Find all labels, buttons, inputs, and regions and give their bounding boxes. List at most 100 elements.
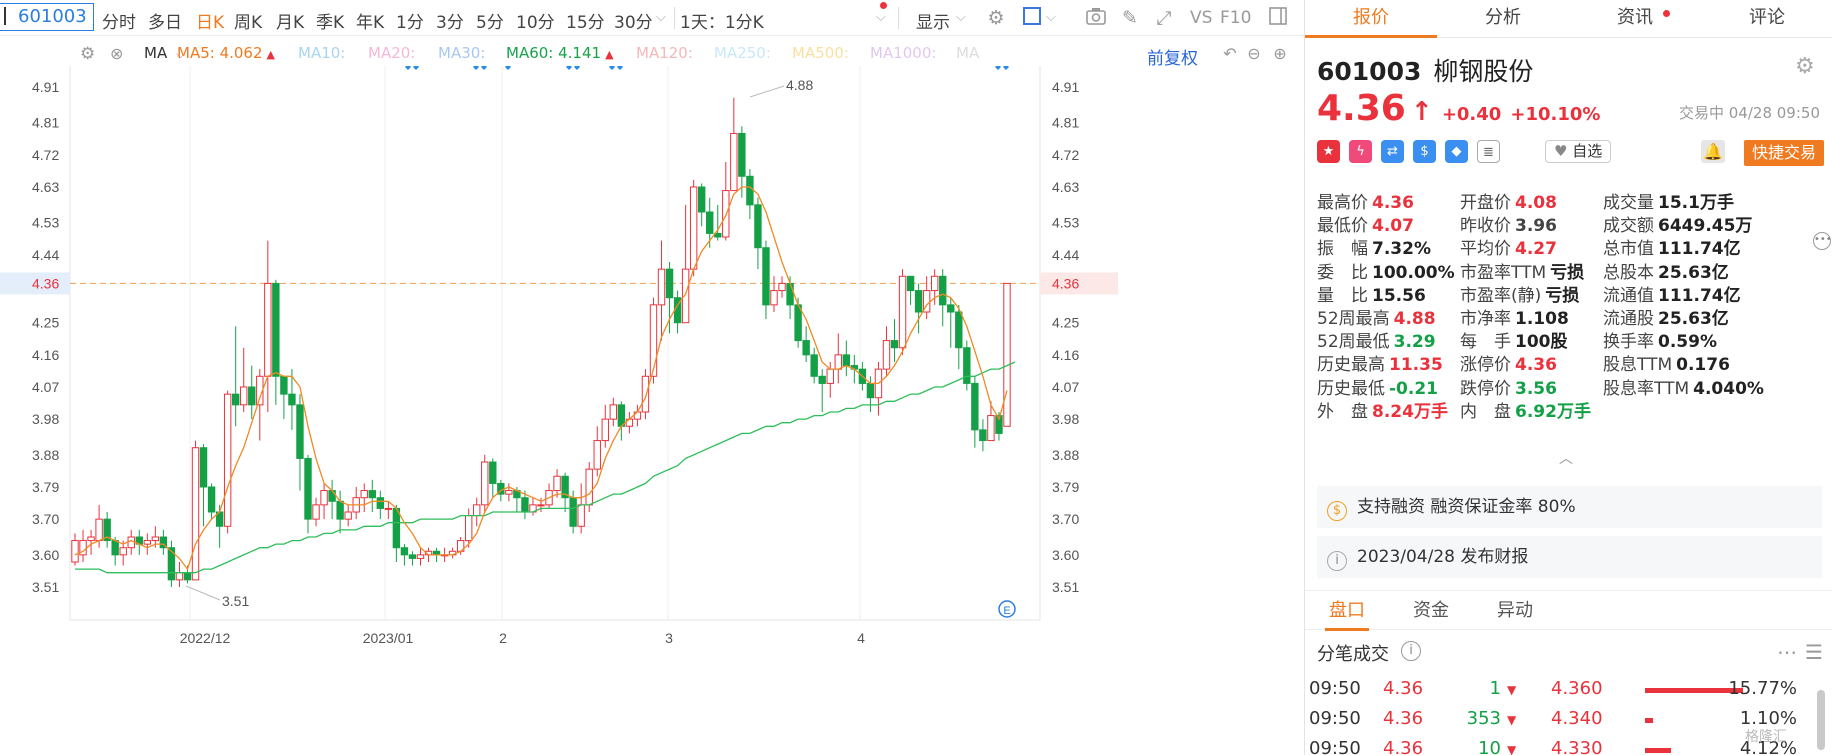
ma-item[interactable]: MA30:	[438, 44, 486, 62]
period-tab-5min[interactable]: 5分	[476, 13, 504, 33]
chevron-down-icon[interactable]: ⌵	[956, 10, 966, 25]
bell-icon[interactable]: 🔔	[1701, 140, 1725, 163]
stat-label: 市盈率(静)	[1460, 285, 1542, 306]
stat-label: 股息率TTM	[1603, 378, 1690, 399]
camera-icon[interactable]	[1084, 6, 1108, 30]
gear-icon[interactable]: ⚙	[987, 7, 1005, 29]
ma-item[interactable]: MA	[956, 44, 980, 62]
period-tab-1min[interactable]: 1分	[396, 13, 424, 33]
vs-button[interactable]: VS	[1190, 8, 1213, 28]
y-tick-label-right: 4.25	[1052, 315, 1079, 331]
stat-value: 100.00%	[1372, 262, 1455, 283]
period-tab-3min[interactable]: 3分	[436, 13, 464, 33]
add-watchlist-button[interactable]: ♥ 自选	[1545, 140, 1612, 163]
panel-toggle-icon[interactable]	[1266, 6, 1290, 30]
ma-item[interactable]: MA5: 4.062 ▲	[177, 44, 275, 62]
ma-item[interactable]: MA250:	[714, 44, 771, 62]
tick-dir: ▼	[1507, 683, 1517, 697]
margin-notice[interactable]: $ 支持融资 融资保证金率 80%	[1317, 486, 1822, 528]
gear-icon[interactable]: ⚙	[1795, 54, 1815, 79]
chevron-down-icon[interactable]: ⌵	[656, 10, 666, 25]
tick-trade-row: 09:50 4.36 1 ▼ 4.360 15.77%	[1305, 678, 1832, 708]
period-tab-weekly[interactable]: 周K	[234, 13, 263, 33]
y-tick-label-left: 4.07	[32, 379, 59, 395]
fullscreen-icon[interactable]: ⤢	[1156, 7, 1172, 29]
stat-value: 亏损	[1545, 285, 1580, 306]
tab-quote[interactable]: 报价	[1305, 0, 1437, 38]
chevron-down-icon[interactable]: ⌵	[1046, 10, 1056, 25]
ma-selector[interactable]: MA	[144, 44, 168, 62]
period-tab-monthly[interactable]: 月K	[276, 13, 305, 33]
f10-button[interactable]: F10	[1220, 8, 1252, 28]
close-icon[interactable]: ⊗	[110, 44, 124, 63]
tab-pankou[interactable]: 盘口	[1325, 591, 1369, 631]
tick-pct: 15.77%	[1728, 678, 1797, 699]
chevron-down-icon[interactable]: ⌵	[176, 47, 186, 61]
display-menu[interactable]: 显示	[916, 13, 950, 33]
chevron-up-icon[interactable]: ︿	[1559, 451, 1573, 467]
stat-item: 委 比 100.00%	[1317, 258, 1455, 283]
ma-item[interactable]: MA10:	[298, 44, 346, 62]
tab-comments[interactable]: 评论	[1749, 7, 1785, 28]
tag-icon[interactable]: ◆	[1445, 140, 1468, 163]
ma-item[interactable]: MA20:	[368, 44, 416, 62]
more-icon[interactable]: •••	[1813, 232, 1832, 250]
period-tab-quarterly[interactable]: 季K	[316, 13, 345, 33]
tab-analysis[interactable]: 分析	[1485, 7, 1521, 28]
candle-body	[183, 572, 192, 581]
y-tick-label-right: 3.79	[1052, 479, 1079, 495]
current-price: 4.36	[1317, 88, 1406, 129]
report-notice[interactable]: i 2023/04/28 发布财报	[1317, 536, 1822, 578]
square-icon[interactable]	[1020, 6, 1044, 30]
range-selector[interactable]: 1天：1分K	[680, 13, 764, 33]
stat-item: 外 盘 8.24万手	[1317, 397, 1448, 422]
more-icon[interactable]: ⋯	[1777, 640, 1797, 664]
period-tab-duori[interactable]: 多日	[148, 13, 182, 33]
stat-item: 振 幅 7.32%	[1317, 234, 1431, 259]
period-tab-30min[interactable]: 30分	[614, 13, 653, 33]
zoom-out-icon[interactable]: ⊖	[1247, 44, 1261, 63]
ma-item[interactable]: MA500:	[792, 44, 849, 62]
candle-body	[681, 268, 690, 324]
shuffle-icon[interactable]: ⇄	[1381, 140, 1404, 163]
zoom-in-icon[interactable]: ⊕	[1273, 44, 1287, 63]
ma-item[interactable]: MA120:	[636, 44, 693, 62]
stat-item: 量 比 15.56	[1317, 281, 1426, 306]
event-marker-icon	[995, 66, 1001, 70]
undo-icon[interactable]: ↶	[1223, 44, 1237, 63]
ma-item[interactable]: MA60: 4.141 ▲	[506, 44, 614, 62]
candle-body	[320, 490, 328, 506]
gear-icon[interactable]: ⚙	[80, 44, 96, 64]
tab-movement[interactable]: 异动	[1497, 600, 1533, 621]
period-tab-15min[interactable]: 15分	[566, 13, 605, 33]
stock-code-input[interactable]: 601003	[0, 3, 94, 31]
candle-body	[995, 415, 1003, 434]
high-marker-label: 4.88	[786, 77, 813, 93]
price-change-pct: +10.10%	[1510, 104, 1601, 125]
period-tab-daily[interactable]: 日K	[196, 13, 225, 33]
candle-body	[569, 497, 577, 527]
period-tab-10min[interactable]: 10分	[516, 13, 555, 33]
pencil-icon[interactable]: ✎	[1122, 7, 1138, 29]
ma-item[interactable]: MA1000:	[870, 44, 937, 62]
adjust-mode-button[interactable]: 前复权	[1147, 49, 1198, 69]
note-icon[interactable]: ≣	[1477, 140, 1500, 163]
dollar-icon[interactable]: $	[1413, 140, 1436, 163]
tab-funds[interactable]: 资金	[1413, 600, 1449, 621]
candlestick-chart[interactable]: 4.91 4.91 4.81 4.81 4.72 4.72 4.63 4.63 4.53 4.53…	[0, 66, 1304, 755]
period-tab-fenshi[interactable]: 分时	[102, 13, 136, 33]
stat-label: 52周最低	[1317, 332, 1390, 353]
candle-body	[207, 486, 216, 513]
watermark: 格隆汇	[1745, 729, 1787, 745]
tab-news[interactable]: 资讯	[1617, 7, 1653, 28]
china-flag-icon[interactable]: ★	[1317, 140, 1340, 163]
list-icon[interactable]: ☰	[1805, 640, 1823, 664]
lightning-icon[interactable]: ϟ	[1349, 140, 1372, 163]
candle-body	[489, 461, 497, 484]
candle-body	[979, 429, 987, 442]
info-icon[interactable]: i	[1401, 641, 1421, 661]
period-tab-yearly[interactable]: 年K	[356, 13, 385, 33]
quick-trade-button[interactable]: 快捷交易	[1744, 140, 1825, 166]
scrollbar[interactable]	[1817, 690, 1825, 750]
chevron-down-icon[interactable]: ⌵	[876, 10, 886, 25]
